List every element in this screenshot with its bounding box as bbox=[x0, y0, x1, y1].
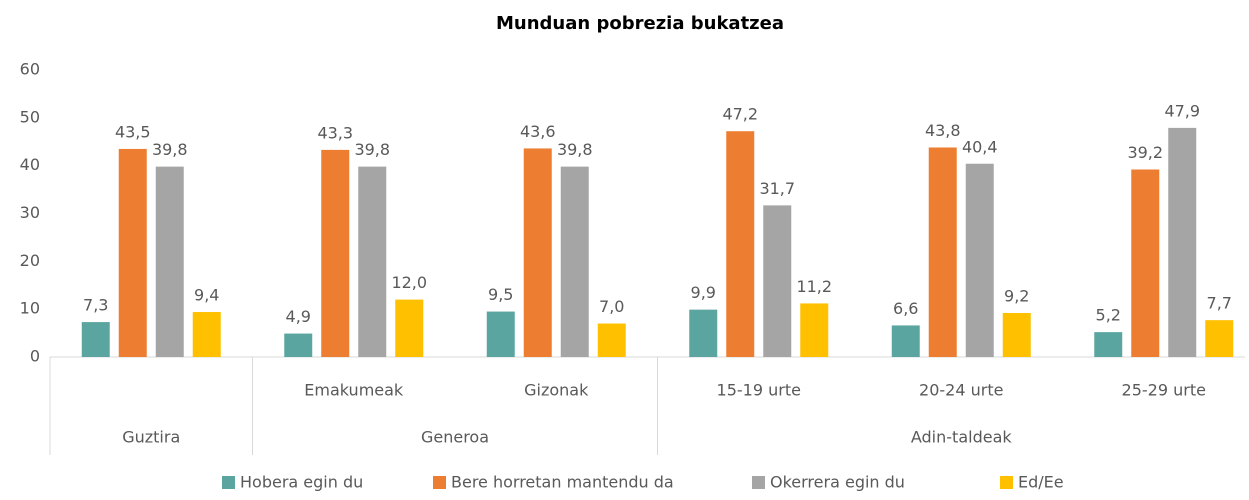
x-tick-label: 25-29 urte bbox=[1122, 381, 1206, 400]
bar bbox=[118, 148, 147, 357]
bar bbox=[486, 311, 515, 357]
group-label: Adin-taldeak bbox=[911, 428, 1013, 447]
bar bbox=[891, 325, 920, 357]
value-label: 39,2 bbox=[1127, 143, 1163, 162]
x-tick-label: 15-19 urte bbox=[717, 381, 801, 400]
y-tick-label: 30 bbox=[20, 203, 40, 222]
legend-label: Bere horretan mantendu da bbox=[451, 473, 674, 492]
value-label: 9,4 bbox=[194, 286, 219, 305]
bar bbox=[192, 312, 221, 357]
group-label: Guztira bbox=[122, 428, 180, 447]
bar bbox=[1168, 127, 1197, 358]
bar bbox=[1205, 320, 1234, 357]
group-label: Generoa bbox=[421, 428, 489, 447]
legend-label: Hobera egin du bbox=[240, 473, 363, 492]
bar bbox=[597, 323, 626, 357]
bar bbox=[965, 163, 994, 357]
value-label: 12,0 bbox=[391, 273, 427, 292]
y-tick-label: 50 bbox=[20, 107, 40, 126]
x-tick-label: Gizonak bbox=[524, 381, 589, 400]
value-label: 4,9 bbox=[286, 307, 311, 326]
y-tick-label: 0 bbox=[30, 347, 40, 366]
bar bbox=[1002, 312, 1031, 357]
bar bbox=[155, 166, 184, 357]
legend-swatch bbox=[222, 476, 235, 489]
bar bbox=[358, 166, 387, 357]
value-label: 9,9 bbox=[691, 283, 716, 302]
bar bbox=[321, 149, 350, 357]
bar bbox=[523, 148, 552, 357]
value-label: 43,5 bbox=[115, 122, 151, 141]
value-label: 9,5 bbox=[488, 285, 513, 304]
bar bbox=[284, 333, 313, 357]
value-label: 39,8 bbox=[557, 140, 593, 159]
value-label: 6,6 bbox=[893, 299, 918, 318]
y-tick-label: 20 bbox=[20, 251, 40, 270]
chart-title: Munduan pobrezia bukatzea bbox=[496, 13, 784, 34]
legend-label: Okerrera egin du bbox=[770, 473, 905, 492]
y-tick-label: 40 bbox=[20, 155, 40, 174]
value-label: 43,6 bbox=[520, 122, 556, 141]
legend-swatch bbox=[433, 476, 446, 489]
value-label: 47,2 bbox=[722, 105, 758, 124]
legend-swatch bbox=[1000, 476, 1013, 489]
value-label: 31,7 bbox=[759, 179, 795, 198]
bar bbox=[560, 166, 589, 357]
bar bbox=[763, 205, 792, 357]
bar bbox=[81, 322, 110, 357]
value-label: 43,8 bbox=[925, 121, 961, 140]
value-label: 43,3 bbox=[317, 123, 353, 142]
bar bbox=[800, 303, 829, 357]
bar bbox=[689, 309, 718, 357]
x-tick-label: 20-24 urte bbox=[919, 381, 1003, 400]
bar bbox=[1094, 332, 1123, 357]
value-label: 47,9 bbox=[1164, 101, 1200, 120]
value-label: 7,3 bbox=[83, 296, 108, 315]
value-label: 39,8 bbox=[354, 140, 390, 159]
value-label: 39,8 bbox=[152, 140, 188, 159]
y-tick-label: 60 bbox=[20, 60, 40, 79]
bar bbox=[1131, 169, 1160, 357]
legend-swatch bbox=[752, 476, 765, 489]
x-tick-label: Emakumeak bbox=[304, 381, 404, 400]
value-label: 9,2 bbox=[1004, 286, 1029, 305]
bar bbox=[726, 131, 755, 357]
bar bbox=[395, 299, 424, 357]
bar bbox=[928, 147, 957, 357]
y-tick-label: 10 bbox=[20, 299, 40, 318]
value-label: 7,0 bbox=[599, 297, 624, 316]
legend-label: Ed/Ee bbox=[1018, 473, 1064, 492]
value-label: 5,2 bbox=[1096, 306, 1121, 325]
value-label: 40,4 bbox=[962, 137, 998, 156]
value-label: 7,7 bbox=[1207, 294, 1232, 313]
value-label: 11,2 bbox=[796, 277, 832, 296]
